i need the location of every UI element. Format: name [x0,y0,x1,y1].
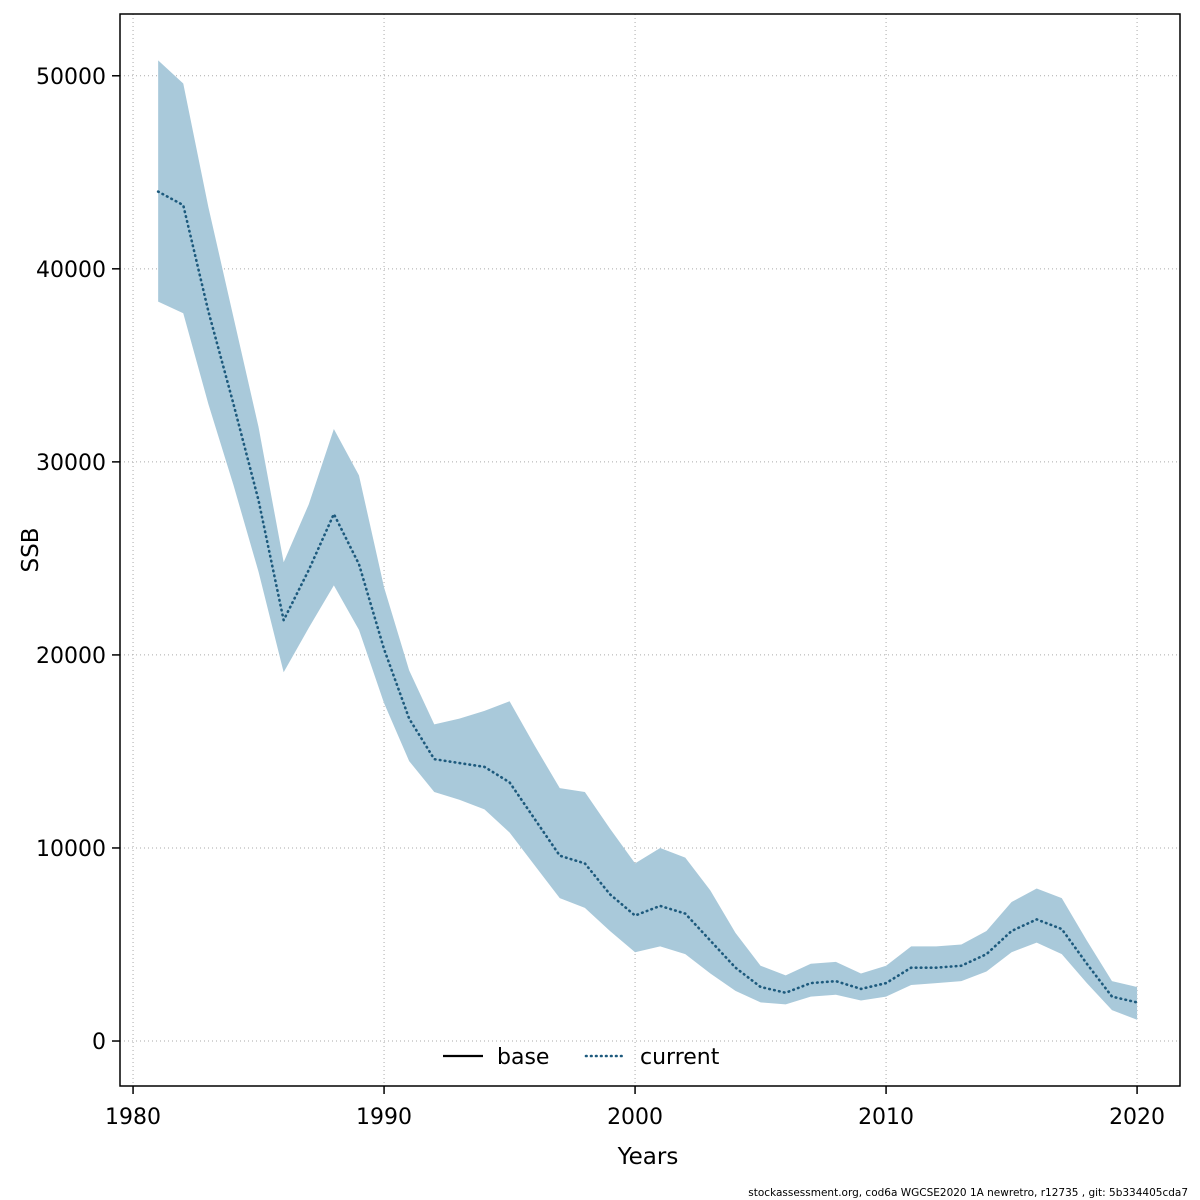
current-series-line [156,190,1139,1004]
y-axis-title: SSB [18,528,44,573]
y-tick-label: 0 [92,1030,106,1055]
plot-border [119,13,1181,1087]
x-tick-label: 1990 [356,1105,412,1130]
y-tick-label: 10000 [36,837,106,862]
legend-base-label: base [497,1045,549,1070]
data-layer [156,60,1139,1020]
y-tick-label: 50000 [36,65,106,90]
y-tick-label: 30000 [36,451,106,476]
x-axis-title: Years [617,1144,679,1170]
axis-layer: 1980 1990 2000 2010 2020 0 10000 20000 30000 4000… [36,13,1181,1130]
x-tick-label: 2000 [607,1105,663,1130]
y-tick-label: 20000 [36,644,106,669]
x-tick-label: 2010 [858,1105,914,1130]
grid-layer [120,14,1180,1086]
y-tick-label: 40000 [36,258,106,283]
legend: base current [443,1045,720,1070]
footer-credit: stockassessment.org, cod6a WGCSE2020 1A … [748,1187,1188,1199]
x-tick-label: 2020 [1109,1105,1165,1130]
legend-current-label: current [640,1045,720,1070]
confidence-band [158,60,1138,1020]
x-tick-label: 1980 [105,1105,161,1130]
